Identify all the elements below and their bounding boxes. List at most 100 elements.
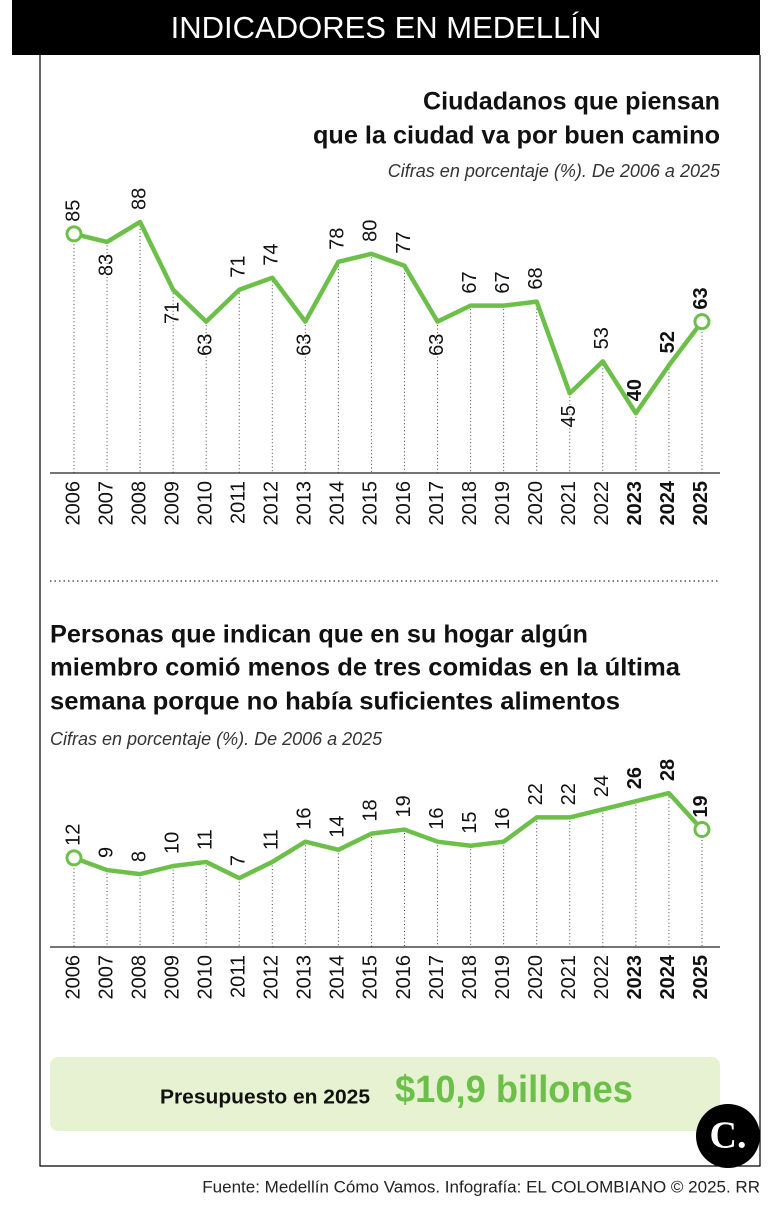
value-label: 8 <box>128 851 150 862</box>
value-label: 24 <box>591 775 613 797</box>
end-marker <box>693 821 711 839</box>
x-tick-label: 2022 <box>591 955 613 1000</box>
x-tick-label: 2023 <box>624 955 646 1000</box>
value-label: 19 <box>393 795 415 817</box>
x-tick-label: 2007 <box>95 481 117 526</box>
x-tick-label: 2010 <box>194 481 216 526</box>
value-label: 16 <box>426 807 448 829</box>
data-line <box>73 219 704 416</box>
value-label: 52 <box>657 331 679 353</box>
value-label: 63 <box>690 287 712 309</box>
chart-title: que la ciudad va por buen camino <box>313 122 720 150</box>
x-tick-label: 2015 <box>360 955 382 1000</box>
x-tick-label: 2023 <box>624 481 646 526</box>
x-tick-label: 2013 <box>294 481 316 526</box>
value-label: 68 <box>525 267 547 289</box>
x-tick-label: 2012 <box>261 481 283 526</box>
footer-source: Fuente: Medellín Cómo Vamos. Infografía:… <box>202 1177 760 1196</box>
value-label: 11 <box>194 829 216 850</box>
value-label: 11 <box>261 829 283 850</box>
value-label: 22 <box>558 783 580 805</box>
value-label: 80 <box>360 220 382 242</box>
chart-title: Personas que indican que en su hogar alg… <box>50 621 588 649</box>
x-tick-label: 2021 <box>558 955 580 1000</box>
x-tick-label: 2019 <box>492 955 514 1000</box>
value-label: 67 <box>459 271 481 293</box>
logo: C. <box>710 1115 747 1157</box>
value-label: 63 <box>294 334 316 356</box>
x-tick-label: 2016 <box>393 955 415 1000</box>
value-label: 53 <box>591 327 613 349</box>
x-tick-label: 2015 <box>360 481 382 526</box>
x-tick-label: 2020 <box>525 481 547 526</box>
value-label: 40 <box>624 379 646 401</box>
value-label: 18 <box>360 799 382 821</box>
value-label: 7 <box>228 855 250 866</box>
value-label: 14 <box>327 816 349 838</box>
x-tick-label: 2016 <box>393 481 415 526</box>
logo-circle <box>696 1104 760 1168</box>
value-label: 78 <box>327 228 349 250</box>
value-label: 85 <box>62 200 84 222</box>
x-tick-label: 2009 <box>161 955 183 1000</box>
x-tick-label: 2021 <box>558 481 580 526</box>
x-tick-label: 2008 <box>128 481 150 526</box>
x-tick-label: 2006 <box>62 955 84 1000</box>
value-label: 22 <box>525 783 547 805</box>
value-label: 16 <box>492 807 514 829</box>
chart-title: Ciudadanos que piensan <box>423 88 720 116</box>
value-label: 19 <box>690 795 712 817</box>
x-tick-label: 2018 <box>459 481 481 526</box>
x-tick-label: 2020 <box>525 955 547 1000</box>
end-marker <box>65 225 83 243</box>
x-tick-label: 2025 <box>690 481 712 526</box>
value-label: 67 <box>492 271 514 293</box>
x-tick-label: 2017 <box>426 481 448 526</box>
x-tick-label: 2009 <box>161 481 183 526</box>
frame <box>39 55 761 1167</box>
value-label: 9 <box>95 847 117 858</box>
budget-box <box>50 1057 720 1131</box>
x-tick-label: 2010 <box>194 955 216 1000</box>
value-label: 45 <box>558 405 580 427</box>
x-tick-label: 2007 <box>95 955 117 1000</box>
x-tick-label: 2011 <box>228 955 250 998</box>
x-tick-label: 2025 <box>690 955 712 1000</box>
chart-title: miembro comió menos de tres comidas en l… <box>50 654 681 682</box>
x-tick-label: 2012 <box>261 955 283 1000</box>
header-bar <box>12 0 760 55</box>
value-label: 74 <box>261 244 283 266</box>
value-label: 12 <box>62 824 84 846</box>
x-tick-label: 2017 <box>426 955 448 1000</box>
x-tick-label: 2019 <box>492 481 514 525</box>
value-label: 63 <box>194 334 216 356</box>
x-tick-label: 2024 <box>657 954 679 999</box>
x-tick-label: 2024 <box>657 480 679 525</box>
value-label: 15 <box>459 812 481 834</box>
value-label: 77 <box>393 232 415 254</box>
x-tick-label: 2014 <box>327 481 349 526</box>
chart-title: semana porque no había suficientes alime… <box>50 688 620 716</box>
x-tick-label: 2014 <box>327 955 349 1000</box>
chart-subtitle: Cifras en porcentaje (%). De 2006 a 2025 <box>388 161 721 181</box>
value-label: 71 <box>228 255 250 277</box>
x-tick-label: 2022 <box>591 481 613 526</box>
value-label: 63 <box>426 334 448 356</box>
value-label: 88 <box>128 188 150 210</box>
data-line <box>73 790 704 881</box>
header-title: INDICADORES EN MEDELLÍN <box>171 10 602 45</box>
value-label: 71 <box>161 302 183 324</box>
end-marker <box>65 849 83 867</box>
value-label: 83 <box>95 254 117 276</box>
x-tick-label: 2006 <box>62 481 84 526</box>
budget-label: Presupuesto en 2025 <box>160 1086 370 1108</box>
x-tick-label: 2013 <box>294 955 316 1000</box>
x-tick-label: 2018 <box>459 955 481 1000</box>
chart-subtitle: Cifras en porcentaje (%). De 2006 a 2025 <box>50 729 383 749</box>
x-tick-label: 2011 <box>228 481 250 524</box>
value-label: 10 <box>161 832 183 854</box>
budget-value: $10,9 billones <box>395 1069 633 1111</box>
x-tick-label: 2008 <box>128 955 150 1000</box>
value-label: 26 <box>624 767 646 789</box>
